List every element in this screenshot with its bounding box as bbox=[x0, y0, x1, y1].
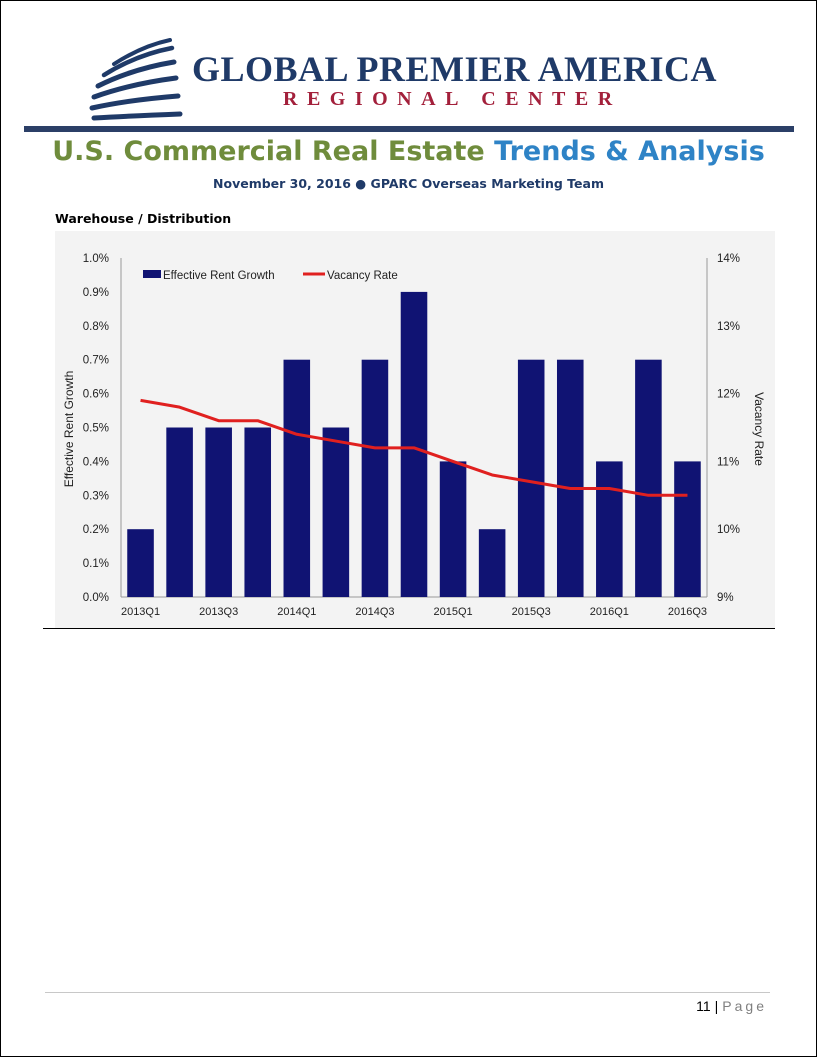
legend-bar-swatch bbox=[143, 270, 161, 278]
y-tick-label: 0.5% bbox=[83, 423, 109, 435]
y-tick-label-right: 9% bbox=[717, 592, 734, 604]
x-tick-label: 2013Q3 bbox=[199, 606, 238, 618]
title-part-1: U.S. Commercial Real Estate bbox=[52, 136, 485, 167]
y-tick-label-right: 11% bbox=[717, 456, 739, 468]
logo-title: GLOBAL PREMIER AMERICA bbox=[192, 49, 718, 89]
x-tick-label: 2015Q1 bbox=[433, 606, 472, 618]
header-rule bbox=[24, 126, 794, 132]
x-tick-label: 2015Q3 bbox=[512, 606, 551, 618]
section-label: Warehouse / Distribution bbox=[55, 211, 232, 226]
footer-rule bbox=[45, 992, 770, 993]
footer-separator: | bbox=[714, 998, 719, 1014]
bar-2015Q3 bbox=[517, 359, 545, 597]
y-tick-label: 0.9% bbox=[83, 287, 109, 299]
y-tick-label-right: 13% bbox=[717, 321, 740, 333]
bar-2013Q3 bbox=[205, 427, 232, 597]
y-tick-label-right: 12% bbox=[717, 389, 740, 401]
y-tick-label: 0.6% bbox=[83, 389, 109, 401]
page-footer: 11 | Page bbox=[696, 998, 767, 1014]
y-tick-label-right: 14% bbox=[717, 253, 740, 265]
bar-2016Q1 bbox=[596, 461, 623, 597]
page-label: Page bbox=[722, 998, 767, 1014]
y-tick-label: 0.0% bbox=[83, 592, 109, 604]
bar-2014Q3 bbox=[361, 359, 389, 597]
chart-bottom-rule bbox=[43, 628, 775, 629]
y-tick-label: 0.8% bbox=[83, 321, 109, 333]
chart-container: 0.0% 0.1% 0.2% 0.3% 0.4% 0.5% 0.6% 0.7% 0.8% 0.9%… bbox=[55, 231, 775, 628]
bar-2014Q2 bbox=[322, 427, 350, 597]
logo-swoosh-icon bbox=[89, 38, 183, 121]
y-tick-label-right: 10% bbox=[717, 524, 740, 536]
bar-2014Q4 bbox=[400, 291, 428, 597]
page-number: 11 bbox=[696, 998, 711, 1014]
y-tick-label: 0.7% bbox=[83, 355, 109, 367]
bar-2015Q1 bbox=[439, 461, 467, 597]
y-tick-label: 0.2% bbox=[83, 524, 109, 536]
y-tick-label: 1.0% bbox=[83, 253, 109, 265]
bar-2016Q3 bbox=[674, 461, 701, 597]
bar-2014Q1 bbox=[283, 359, 311, 597]
bar-2015Q4 bbox=[556, 359, 584, 597]
legend-bar-label: Effective Rent Growth bbox=[163, 270, 275, 282]
logo: GLOBAL PREMIER AMERICA REGIONAL CENTER bbox=[88, 38, 728, 124]
chart-legend: Effective Rent Growth Vacancy Rate bbox=[143, 270, 398, 282]
x-tick-label: 2014Q3 bbox=[355, 606, 394, 618]
y-tick-label: 0.4% bbox=[83, 456, 109, 468]
rent-vacancy-chart: 0.0% 0.1% 0.2% 0.3% 0.4% 0.5% 0.6% 0.7% 0.8% 0.9%… bbox=[62, 253, 766, 618]
vacancy-rate-line bbox=[140, 398, 688, 497]
bar-2013Q4 bbox=[244, 427, 272, 597]
x-tick-label: 2016Q3 bbox=[668, 606, 707, 618]
bar-2013Q2 bbox=[166, 427, 193, 597]
page-subtitle: November 30, 2016 ● GPARC Overseas Marke… bbox=[213, 176, 604, 191]
legend-line-label: Vacancy Rate bbox=[327, 270, 398, 282]
bar-2015Q2 bbox=[478, 529, 506, 597]
page-title: U.S. Commercial Real Estate Trends & Ana… bbox=[0, 136, 817, 167]
y-tick-label: 0.1% bbox=[83, 558, 109, 570]
x-tick-label: 2013Q1 bbox=[121, 606, 160, 618]
bar-2013Q1 bbox=[127, 529, 154, 597]
y-tick-label: 0.3% bbox=[83, 490, 109, 502]
y-axis-label: Effective Rent Growth bbox=[62, 371, 76, 488]
x-tick-label: 2016Q1 bbox=[590, 606, 629, 618]
logo-subtitle: REGIONAL CENTER bbox=[283, 88, 622, 110]
title-part-2: Trends & Analysis bbox=[494, 136, 765, 167]
y-axis-label-right: Vacancy Rate bbox=[752, 392, 766, 466]
x-tick-label: 2014Q1 bbox=[277, 606, 316, 618]
bar-2016Q2 bbox=[635, 359, 662, 597]
